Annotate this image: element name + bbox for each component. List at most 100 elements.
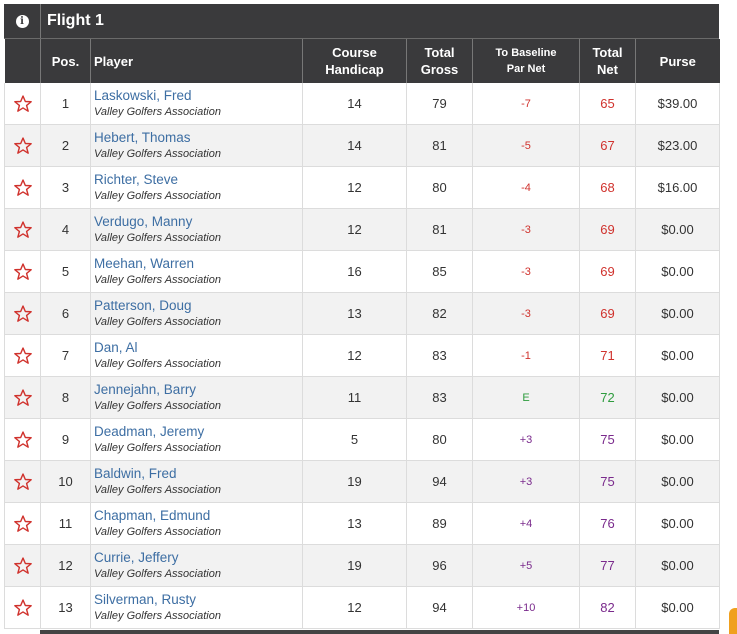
- star-outline-icon[interactable]: [13, 556, 33, 576]
- gross-cell: 80: [406, 166, 473, 209]
- net-cell: 77: [579, 544, 636, 587]
- leaderboard-panel: i Flight 1 Pos. Player Course Handicap To…: [4, 4, 720, 629]
- gross-column-header[interactable]: Total Gross: [406, 39, 473, 83]
- player-association: Valley Golfers Association: [94, 399, 221, 412]
- purse-cell: $23.00: [635, 124, 720, 167]
- favorite-cell[interactable]: [4, 208, 41, 251]
- purse-cell: $0.00: [635, 586, 720, 629]
- favorite-cell[interactable]: [4, 502, 41, 545]
- star-outline-icon[interactable]: [13, 262, 33, 282]
- gross-cell: 81: [406, 124, 473, 167]
- player-name-link[interactable]: Dan, Al: [94, 339, 138, 355]
- handicap-header-line1: Course: [332, 45, 377, 60]
- handicap-column-header[interactable]: Course Handicap: [302, 39, 407, 83]
- leaderboard-table: Pos. Player Course Handicap Total Gross To…: [4, 39, 720, 629]
- gross-cell: 94: [406, 460, 473, 503]
- purse-cell: $16.00: [635, 166, 720, 209]
- gross-cell: 96: [406, 544, 473, 587]
- player-association: Valley Golfers Association: [94, 273, 221, 286]
- player-cell: Hebert, Thomas Valley Golfers Associatio…: [90, 124, 303, 167]
- star-outline-icon[interactable]: [13, 598, 33, 618]
- purse-column-header[interactable]: Purse: [635, 39, 720, 83]
- pos-cell: 11: [40, 502, 91, 545]
- player-name-link[interactable]: Richter, Steve: [94, 171, 179, 187]
- favorite-cell[interactable]: [4, 376, 41, 419]
- pos-cell: 1: [40, 83, 91, 125]
- table-row: 1 Laskowski, Fred Valley Golfers Associa…: [4, 83, 720, 125]
- favorite-cell[interactable]: [4, 460, 41, 503]
- player-cell: Meehan, Warren Valley Golfers Associatio…: [90, 250, 303, 293]
- pos-cell: 2: [40, 124, 91, 167]
- player-cell: Currie, Jeffery Valley Golfers Associati…: [90, 544, 303, 587]
- favorite-cell[interactable]: [4, 83, 41, 125]
- player-name-link[interactable]: Silverman, Rusty: [94, 591, 197, 607]
- player-name-link[interactable]: Meehan, Warren: [94, 255, 195, 271]
- info-icon[interactable]: i: [15, 14, 29, 28]
- star-outline-icon[interactable]: [13, 514, 33, 534]
- favorite-cell[interactable]: [4, 418, 41, 461]
- player-cell: Deadman, Jeremy Valley Golfers Associati…: [90, 418, 303, 461]
- player-name-link[interactable]: Deadman, Jeremy: [94, 423, 205, 439]
- purse-cell: $0.00: [635, 376, 720, 419]
- player-name-link[interactable]: Baldwin, Fred: [94, 465, 177, 481]
- net-cell: 75: [579, 418, 636, 461]
- net-cell: 71: [579, 334, 636, 377]
- table-row: 12 Currie, Jeffery Valley Golfers Associ…: [4, 544, 720, 587]
- feedback-tab[interactable]: [729, 608, 737, 634]
- star-outline-icon[interactable]: [13, 388, 33, 408]
- par-net-cell: -5: [472, 124, 580, 167]
- favorite-cell[interactable]: [4, 334, 41, 377]
- star-outline-icon[interactable]: [13, 472, 33, 492]
- par-column-header[interactable]: To Baseline Par Net: [472, 39, 580, 83]
- handicap-cell: 14: [302, 124, 407, 167]
- player-name-link[interactable]: Hebert, Thomas: [94, 129, 191, 145]
- gross-cell: 79: [406, 83, 473, 125]
- star-outline-icon[interactable]: [13, 94, 33, 114]
- player-name-link[interactable]: Patterson, Doug: [94, 297, 192, 313]
- player-cell: Silverman, Rusty Valley Golfers Associat…: [90, 586, 303, 629]
- info-cell[interactable]: i: [4, 4, 41, 38]
- handicap-cell: 13: [302, 292, 407, 335]
- net-cell: 65: [579, 83, 636, 125]
- favorite-cell[interactable]: [4, 166, 41, 209]
- table-row: 11 Chapman, Edmund Valley Golfers Associ…: [4, 502, 720, 545]
- player-name-link[interactable]: Currie, Jeffery: [94, 549, 179, 565]
- player-association: Valley Golfers Association: [94, 567, 221, 580]
- favorite-cell[interactable]: [4, 124, 41, 167]
- pos-cell: 4: [40, 208, 91, 251]
- leaderboard-body: 1 Laskowski, Fred Valley Golfers Associa…: [4, 83, 720, 629]
- handicap-cell: 14: [302, 83, 407, 125]
- star-outline-icon[interactable]: [13, 136, 33, 156]
- star-outline-icon[interactable]: [13, 346, 33, 366]
- favorite-cell[interactable]: [4, 544, 41, 587]
- player-column-header[interactable]: Player: [90, 39, 303, 83]
- handicap-cell: 13: [302, 502, 407, 545]
- player-name-link[interactable]: Chapman, Edmund: [94, 507, 211, 523]
- flight-header: i Flight 1: [4, 4, 719, 39]
- player-name-link[interactable]: Jennejahn, Barry: [94, 381, 197, 397]
- pos-column-header[interactable]: Pos.: [40, 39, 91, 83]
- pos-cell: 12: [40, 544, 91, 587]
- par-net-cell: +10: [472, 586, 580, 629]
- player-name-link[interactable]: Verdugo, Manny: [94, 213, 193, 229]
- player-name-link[interactable]: Laskowski, Fred: [94, 87, 192, 103]
- favorite-cell[interactable]: [4, 250, 41, 293]
- star-outline-icon[interactable]: [13, 430, 33, 450]
- net-cell: 69: [579, 208, 636, 251]
- star-outline-icon[interactable]: [13, 178, 33, 198]
- favorite-cell[interactable]: [4, 292, 41, 335]
- pos-cell: 5: [40, 250, 91, 293]
- favorite-column-header: [4, 39, 41, 83]
- star-outline-icon[interactable]: [13, 304, 33, 324]
- star-outline-icon[interactable]: [13, 220, 33, 240]
- table-row: 7 Dan, Al Valley Golfers Association 12 …: [4, 334, 720, 377]
- table-row: 9 Deadman, Jeremy Valley Golfers Associa…: [4, 418, 720, 461]
- net-cell: 82: [579, 586, 636, 629]
- par-net-cell: -3: [472, 250, 580, 293]
- net-column-header[interactable]: Total Net: [579, 39, 636, 83]
- favorite-cell[interactable]: [4, 586, 41, 629]
- handicap-cell: 12: [302, 334, 407, 377]
- player-association: Valley Golfers Association: [94, 315, 221, 328]
- player-cell: Laskowski, Fred Valley Golfers Associati…: [90, 83, 303, 125]
- handicap-header-line2: Handicap: [325, 62, 384, 77]
